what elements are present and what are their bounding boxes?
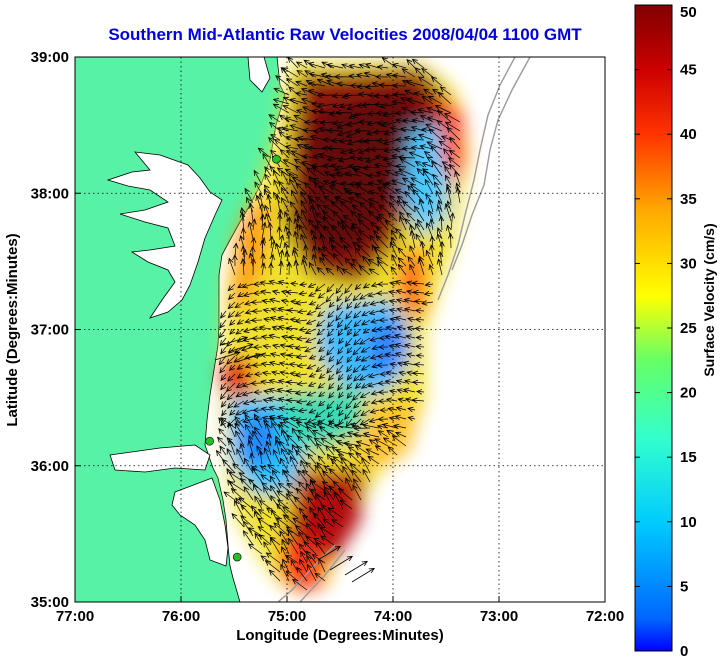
colorbar-tick-label: 25 xyxy=(680,320,697,337)
colorbar-tick-label: 20 xyxy=(680,385,697,402)
colorbar-tick-label: 45 xyxy=(680,62,697,79)
colorbar-tick-label: 30 xyxy=(680,255,697,272)
x-axis-label: Longitude (Degrees:Minutes) xyxy=(236,627,444,644)
y-tick-label: 35:00 xyxy=(31,594,69,611)
x-tick-label: 73:00 xyxy=(480,608,518,625)
colorbar-tick-label: 40 xyxy=(680,126,697,143)
colorbar-tick-label: 50 xyxy=(680,4,697,21)
radar-station-marker xyxy=(294,49,302,57)
radar-station-marker xyxy=(206,437,214,445)
x-tick-label: 75:00 xyxy=(268,608,306,625)
y-tick-label: 39:00 xyxy=(31,49,69,66)
y-tick-label: 37:00 xyxy=(31,322,69,339)
velocity-arrow xyxy=(317,95,334,96)
x-tick-label: 74:00 xyxy=(374,608,412,625)
velocity-arrow xyxy=(354,428,370,429)
chart-title: Southern Mid-Atlantic Raw Velocities 200… xyxy=(108,25,582,44)
velocity-arrow xyxy=(451,234,452,248)
colorbar-tick-label: 0 xyxy=(680,643,688,659)
colorbar-tick-label: 5 xyxy=(680,578,688,595)
plot-area xyxy=(75,49,605,602)
y-axis: 39:00 38:00 37:00 36:00 35:00 xyxy=(31,49,81,611)
velocity-arrow xyxy=(369,95,379,96)
colorbar-tick-label: 10 xyxy=(680,514,697,531)
colorbar-label: Surface Velocity (cm/s) xyxy=(701,223,717,376)
y-axis-label: Latitude (Degrees:Minutes) xyxy=(4,233,21,426)
velocity-arrow xyxy=(351,86,361,87)
colorbar-tick-label: 35 xyxy=(680,191,697,208)
x-tick-label: 76:00 xyxy=(162,608,200,625)
colorbar-tick-label: 15 xyxy=(680,449,697,466)
velocity-arrow xyxy=(396,140,406,141)
radar-station-marker xyxy=(233,553,241,561)
radar-station-marker xyxy=(272,155,280,163)
y-tick-label: 36:00 xyxy=(31,458,69,475)
y-tick-label: 38:00 xyxy=(31,185,69,202)
colorbar-gradient xyxy=(635,5,672,651)
x-tick-label: 72:00 xyxy=(586,608,624,625)
